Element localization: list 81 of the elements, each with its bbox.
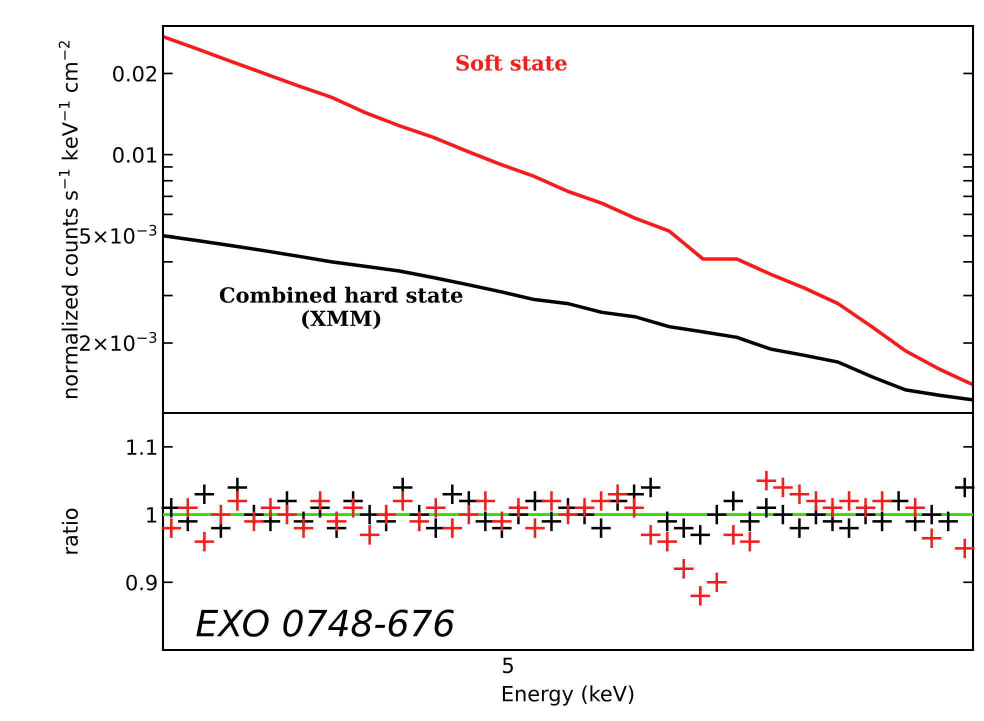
point	[358, 524, 381, 546]
y-tick-label: 1.1	[127, 440, 156, 455]
point	[755, 496, 778, 519]
point	[772, 476, 794, 498]
point	[672, 558, 695, 580]
point	[937, 510, 960, 532]
point	[656, 530, 678, 553]
point	[640, 476, 662, 498]
point	[590, 517, 612, 540]
point	[276, 504, 298, 526]
point	[640, 524, 662, 546]
annotation: EXO 0748-676	[196, 609, 454, 637]
point	[871, 510, 894, 532]
point	[242, 510, 265, 532]
point	[920, 504, 943, 526]
y-axis-title: ratio	[62, 508, 78, 554]
point	[904, 496, 926, 519]
point	[954, 476, 976, 498]
point	[838, 517, 860, 540]
point	[788, 517, 810, 540]
point	[755, 470, 778, 492]
point	[490, 510, 513, 532]
y-tick-label: 2×10$^{−3}$	[80, 332, 156, 352]
point	[920, 527, 943, 550]
point	[871, 490, 894, 512]
point	[689, 524, 712, 546]
point	[623, 496, 646, 519]
point	[540, 490, 562, 512]
y-tick-label: 0.01	[113, 147, 156, 163]
point	[326, 510, 348, 532]
point	[193, 483, 216, 506]
point	[838, 490, 860, 512]
point	[226, 490, 248, 512]
point	[557, 504, 579, 526]
point	[706, 504, 728, 526]
point	[392, 490, 414, 512]
point	[722, 490, 744, 512]
point	[210, 504, 232, 526]
point	[259, 496, 282, 519]
text: 5	[503, 658, 513, 674]
y-axis-title: normalized counts s$^{−1}$ keV$^{−1}$ cm$^{−2}$	[58, 41, 78, 398]
point	[738, 510, 761, 532]
point	[474, 490, 496, 512]
point	[458, 504, 480, 526]
point	[375, 504, 398, 526]
x-axis-title: Energy (keV)	[502, 685, 634, 706]
point	[656, 510, 678, 532]
point	[424, 496, 447, 519]
point	[176, 496, 199, 519]
y-tick-label: 0.02	[113, 66, 156, 82]
point	[738, 530, 761, 553]
point	[689, 584, 712, 607]
point	[822, 496, 844, 519]
point	[507, 496, 530, 519]
point	[672, 517, 695, 540]
point	[441, 517, 464, 540]
series-label: Combined hard state (XMM)	[220, 286, 462, 330]
point	[292, 517, 314, 540]
point	[160, 517, 182, 540]
point	[524, 517, 546, 540]
y-tick-label: 5×10$^{−3}$	[80, 224, 156, 244]
point	[854, 496, 877, 519]
point	[722, 524, 744, 546]
point	[788, 483, 810, 506]
point	[574, 496, 596, 519]
line-series	[163, 34, 973, 387]
point	[441, 483, 464, 506]
point	[772, 504, 794, 526]
point	[408, 510, 430, 532]
point	[540, 510, 562, 532]
point	[706, 571, 728, 594]
y-tick-label: 0.9	[126, 574, 157, 590]
point	[590, 490, 612, 512]
point	[954, 537, 976, 560]
y-tick-label: 1	[147, 507, 156, 522]
point	[193, 530, 216, 553]
point	[804, 490, 827, 512]
text: Soft state	[456, 54, 567, 71]
point	[606, 483, 629, 506]
point	[342, 496, 364, 519]
point	[309, 490, 332, 512]
